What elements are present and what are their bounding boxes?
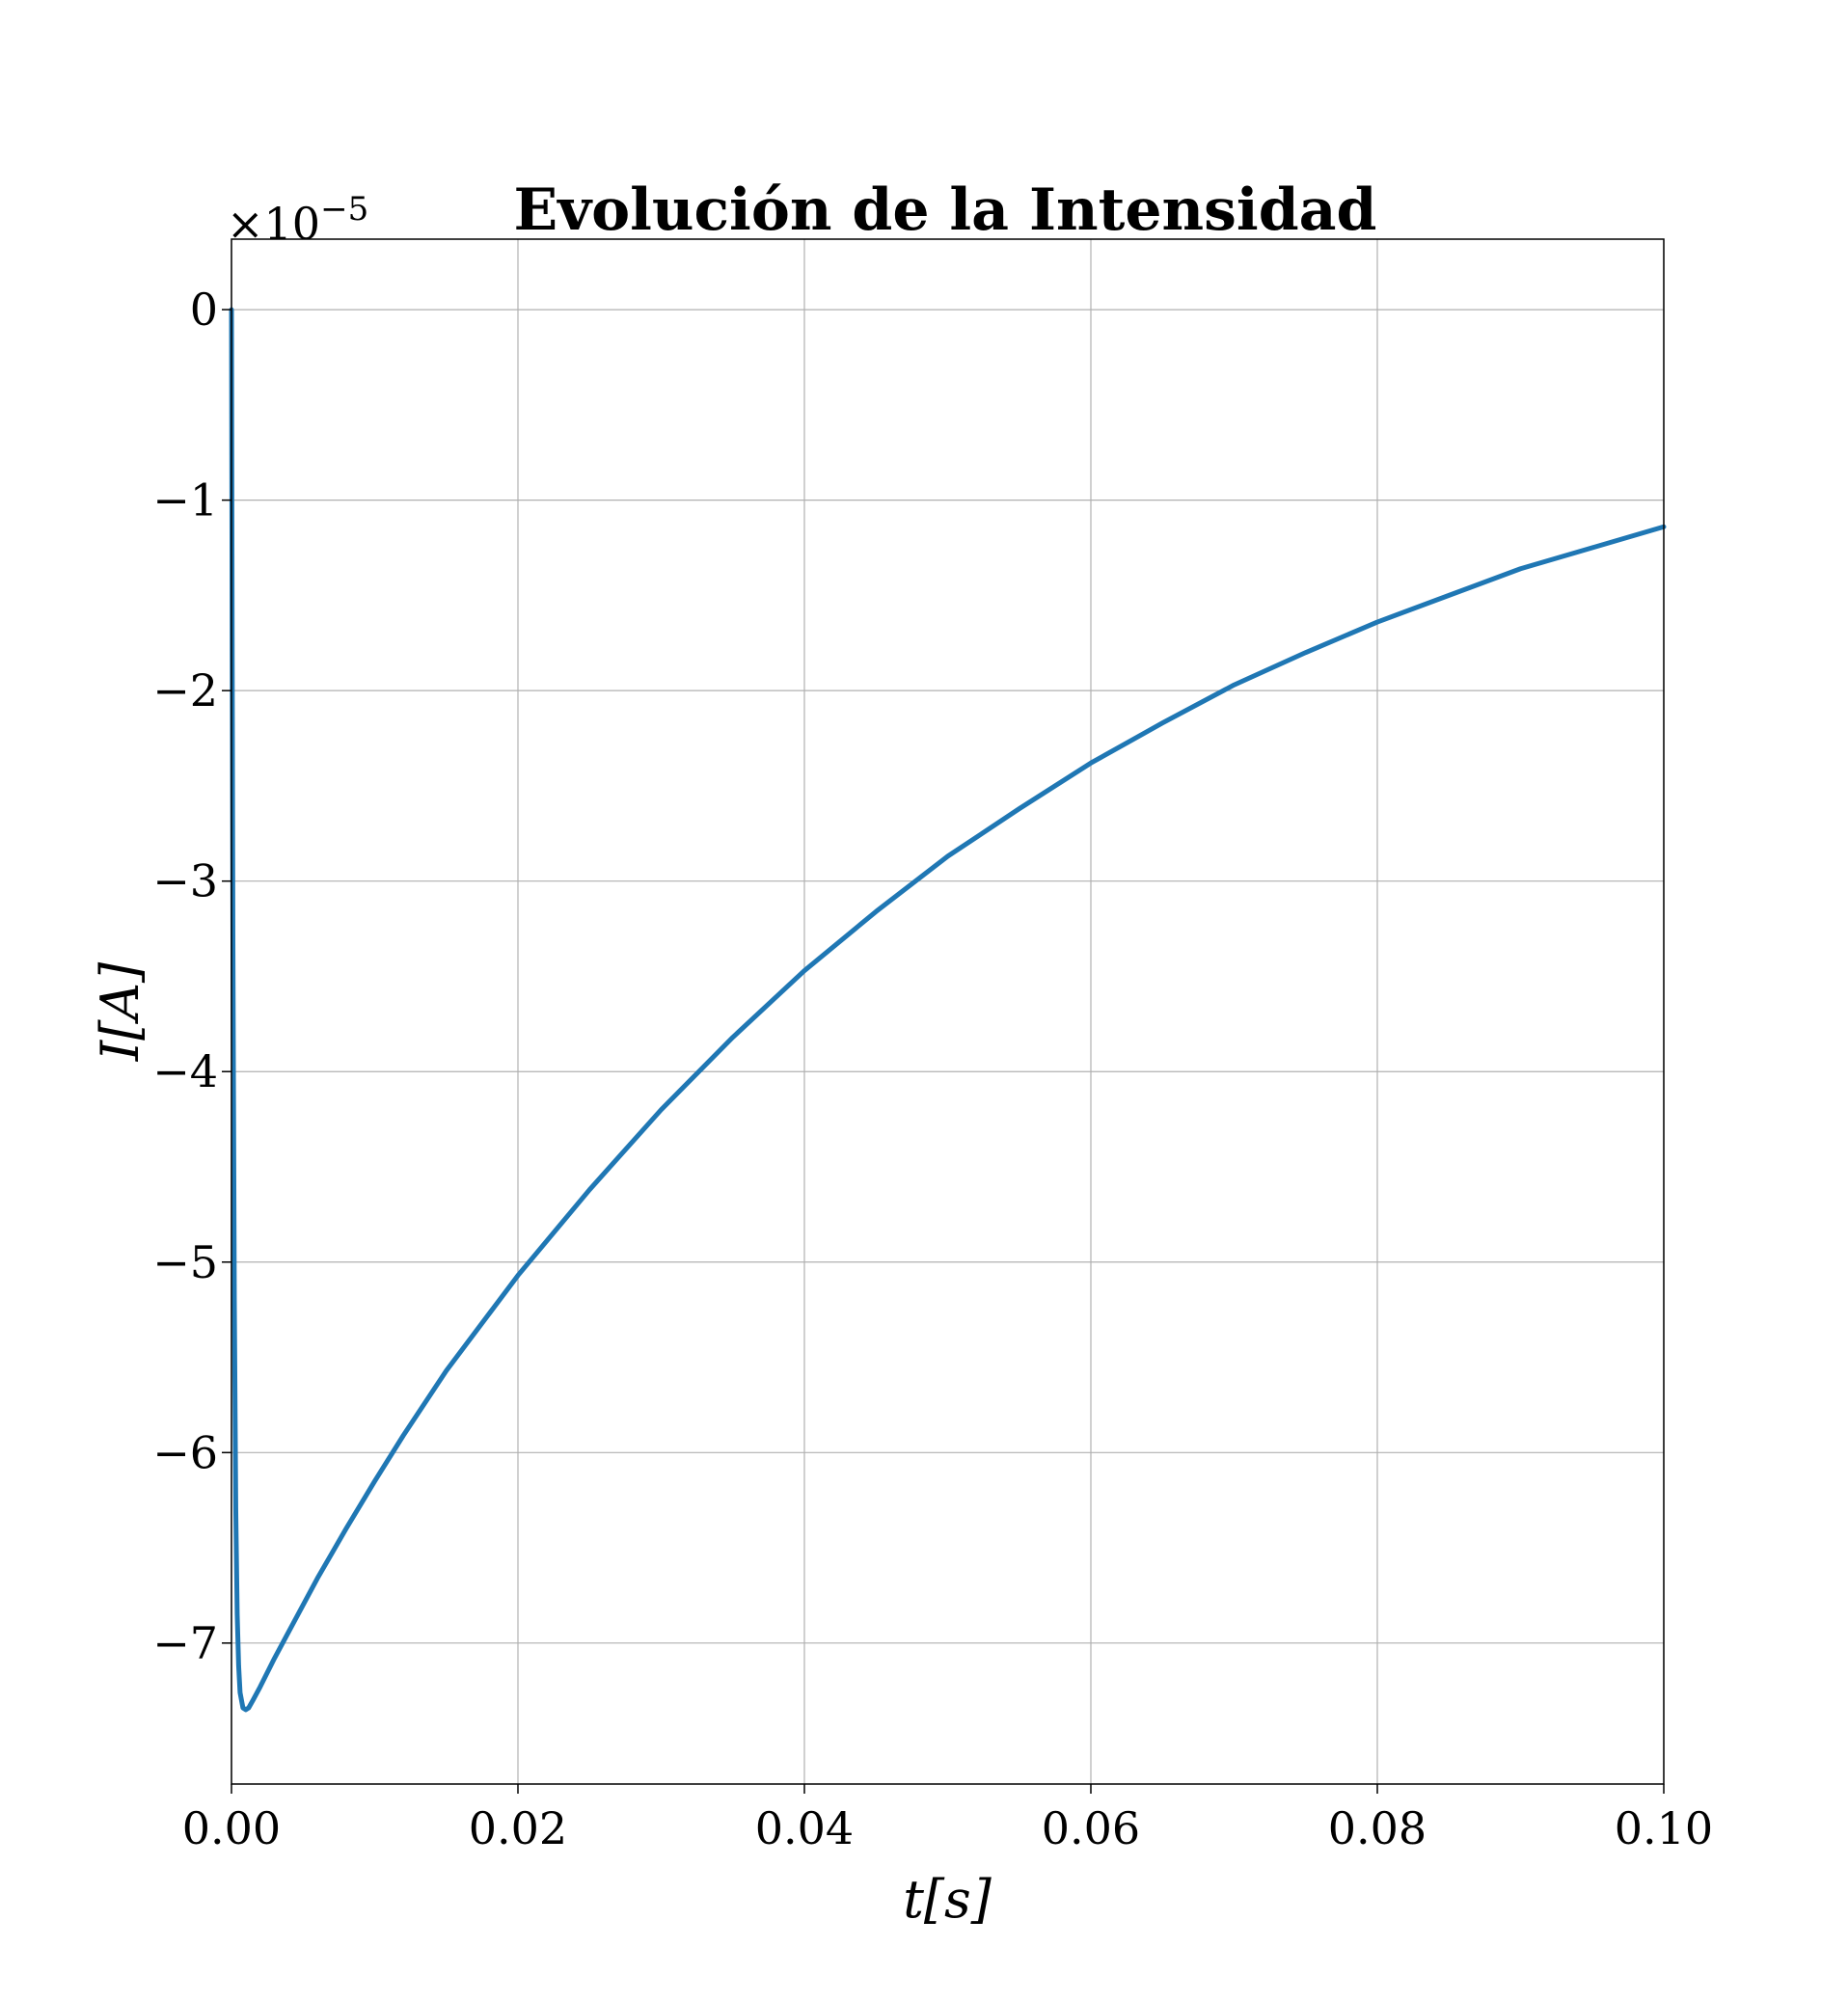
x-tick-label: 0.02 (469, 1802, 567, 1854)
y-axis-multiplier-base: ×10 (227, 198, 320, 250)
y-tick-label: −2 (152, 664, 218, 717)
x-tick-label: 0.00 (182, 1802, 281, 1854)
x-axis-label: t[s] (903, 1869, 992, 1930)
y-tick-label: 0 (190, 284, 218, 336)
x-tick-label: 0.08 (1328, 1802, 1427, 1854)
grid (231, 239, 1665, 1784)
y-axis-multiplier: ×10−5 (227, 190, 368, 250)
y-tick-label: −3 (152, 855, 218, 907)
series-line (229, 307, 1667, 1713)
x-tick-label: 0.04 (755, 1802, 854, 1854)
y-tick-label: −6 (152, 1426, 218, 1478)
plot-frame (231, 238, 1665, 1785)
chart-title: Evolución de la Intensidad (513, 176, 1376, 244)
series-group (229, 307, 1667, 1713)
x-axis-ticks: 0.00 0.02 0.04 0.06 0.08 0.10 (182, 1784, 1713, 1854)
y-axis-ticks: 0 −1 −2 −3 −4 −5 −6 −7 (152, 284, 231, 1669)
y-axis-label: I[A] (90, 961, 150, 1062)
y-tick-label: −5 (152, 1236, 218, 1288)
y-tick-label: −1 (152, 474, 218, 527)
x-tick-label: 0.06 (1042, 1802, 1140, 1854)
y-axis-multiplier-exponent: −5 (320, 190, 368, 229)
y-tick-label: −7 (152, 1617, 218, 1669)
x-tick-label: 0.10 (1615, 1802, 1713, 1854)
y-tick-label: −4 (152, 1045, 218, 1097)
